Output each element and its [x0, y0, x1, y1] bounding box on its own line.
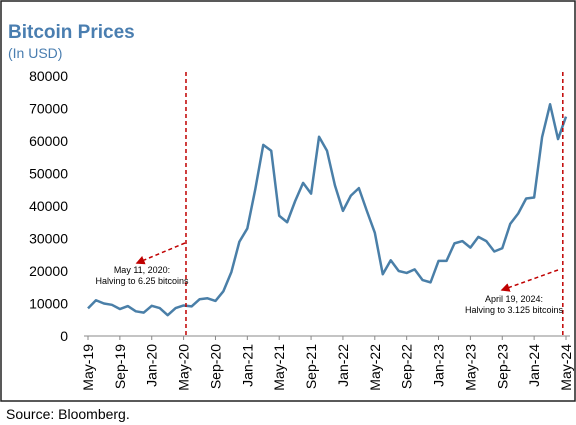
line: [87, 103, 568, 317]
y-tick-label: 50000: [29, 166, 68, 182]
y-tick-label: 20000: [29, 263, 68, 279]
annotation: May 11, 2020:: [114, 265, 170, 275]
x-tick-label: Sep-19: [112, 344, 128, 389]
y-tick-label: 60000: [29, 133, 68, 149]
y-tick-label: 70000: [29, 101, 68, 117]
x-tick-label: Sep-22: [399, 344, 415, 389]
x-tick-label: May-19: [80, 344, 96, 391]
y-tick-label: 0: [60, 328, 68, 344]
x-tick-label: May-23: [462, 344, 478, 391]
y-tick-label: 10000: [29, 296, 68, 312]
y-tick-label: 80000: [29, 68, 68, 84]
annotation-arrow: [500, 269, 559, 292]
chart-title: Bitcoin Prices: [8, 22, 135, 43]
x-tick-label: Jan-20: [144, 344, 160, 387]
annotation: Halving to 6.25 bitcoins: [95, 276, 189, 286]
x-tick-label: Sep-20: [207, 344, 223, 389]
x-tick-label: Sep-21: [303, 344, 319, 389]
x-tick-label: Jan-22: [335, 344, 351, 387]
x-tick-label: May-21: [271, 344, 287, 391]
x-tick-label: Sep-23: [494, 344, 510, 389]
x-tick-label: May-24: [558, 344, 574, 391]
y-tick-label: 40000: [29, 198, 68, 214]
x-tick-label: Jan-21: [239, 344, 255, 387]
x-tick-label: May-22: [367, 344, 383, 391]
x-tick-label: Jan-23: [431, 344, 447, 387]
source: Source: Bloomberg.: [6, 406, 130, 422]
frame: [0, 0, 576, 402]
annotation: Halving to 3.125 bitcoins: [465, 305, 564, 315]
x-tick-label: Jan-24: [526, 344, 542, 387]
chart-subtitle: (In USD): [8, 45, 62, 61]
x-tick-label: May-20: [176, 344, 192, 391]
y-tick-label: 30000: [29, 231, 68, 247]
annotation-arrow: [135, 242, 186, 265]
annotation: April 19, 2024:: [485, 294, 543, 304]
